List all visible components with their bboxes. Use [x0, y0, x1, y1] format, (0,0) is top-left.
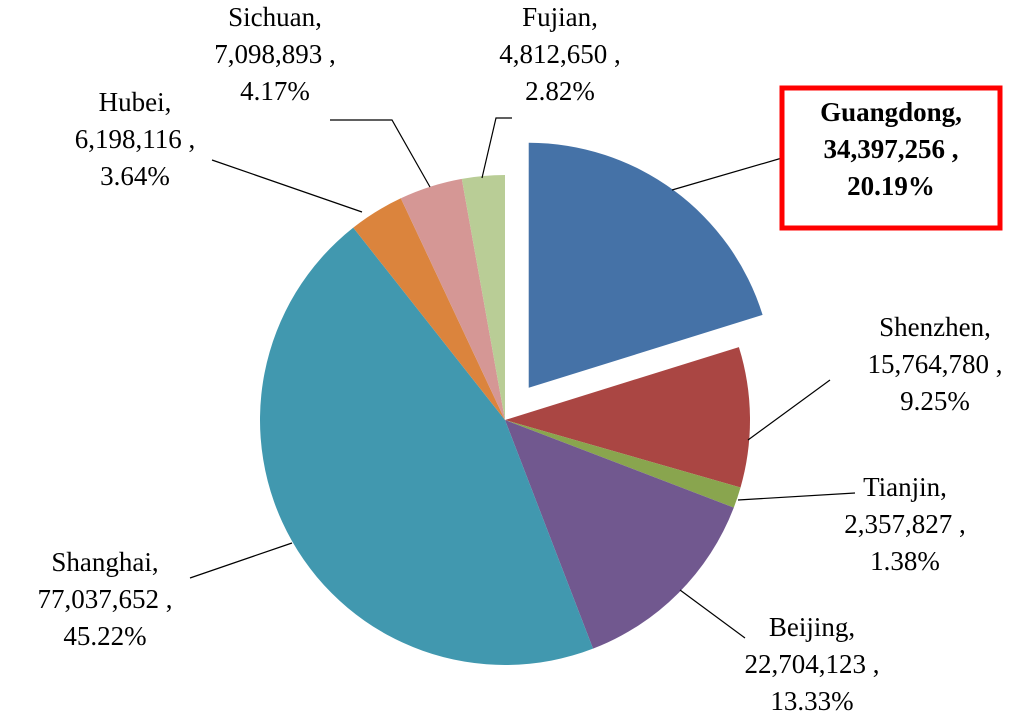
highlight-box [779, 85, 1003, 231]
slice-label: Guangdong, [820, 97, 962, 127]
slice-label: 2.82% [525, 76, 595, 106]
slice-label: 6,198,116 , [75, 124, 196, 154]
slice-label: 45.22% [63, 621, 146, 651]
slice-label: Beijing, [769, 612, 855, 642]
pie-slice [505, 347, 751, 488]
slice-label: Shanghai, [51, 547, 158, 577]
leader-line [671, 157, 783, 191]
pie-slice [353, 198, 505, 420]
slice-label: Sichuan, [228, 2, 322, 32]
slice-label: 4,812,650 , [499, 39, 621, 69]
slice-label: 2,357,827 , [844, 509, 966, 539]
slice-label: Tianjin, [863, 472, 947, 502]
slice-label: Fujian, [522, 2, 598, 32]
pie-slice [259, 227, 594, 665]
slice-label: Hubei, [99, 87, 172, 117]
slice-label: 20.19% [847, 171, 935, 201]
slice-label: 22,704,123 , [745, 649, 880, 679]
slice-label: 7,098,893 , [214, 39, 336, 69]
slice-label: Shenzhen, [879, 312, 991, 342]
slice-label: 77,037,652 , [38, 584, 173, 614]
pie-slice [528, 142, 763, 388]
leader-line [189, 542, 293, 579]
leader-line [679, 589, 746, 639]
leader-line [330, 119, 431, 188]
leader-line [211, 159, 363, 213]
pie-slice [400, 178, 505, 420]
slice-label: 9.25% [900, 386, 970, 416]
slice-label: 34,397,256 , [824, 134, 959, 164]
slice-label: 4.17% [240, 76, 310, 106]
pie-slice [505, 420, 734, 649]
leader-line [737, 492, 856, 501]
leader-line [747, 379, 831, 441]
leader-line [481, 117, 512, 179]
slice-label: 3.64% [100, 161, 170, 191]
pie-slice [505, 420, 741, 508]
slice-label: 1.38% [870, 546, 940, 576]
slice-label: 13.33% [770, 686, 853, 716]
pie-slice [461, 175, 505, 420]
slice-label: 15,764,780 , [868, 349, 1003, 379]
